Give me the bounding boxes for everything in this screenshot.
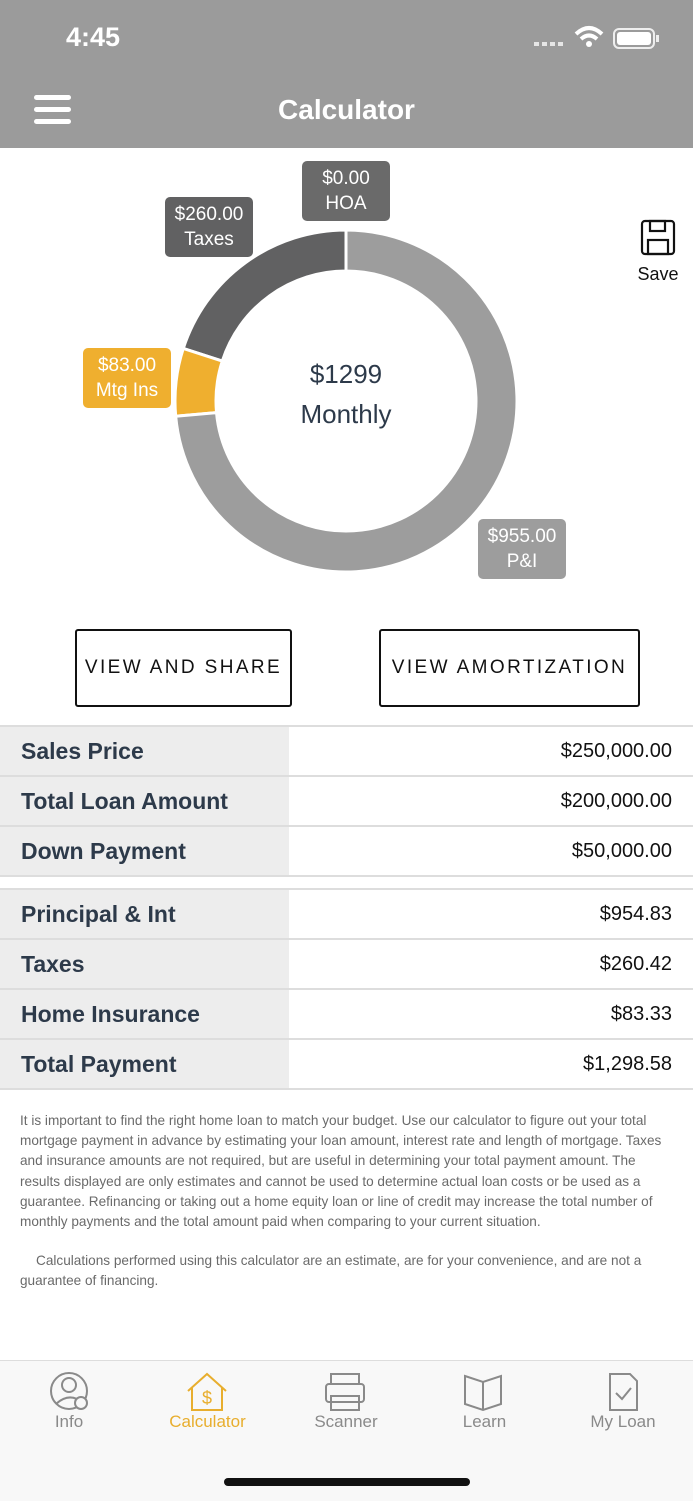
row-label: Total Loan Amount — [0, 777, 289, 825]
view-share-button[interactable]: VIEW AND SHARE — [75, 629, 292, 707]
table-row: Home Insurance $83.33 — [0, 990, 693, 1040]
tab-label[interactable]: My Loan — [590, 1412, 656, 1431]
label-box — [302, 161, 390, 221]
row-label: Sales Price — [0, 727, 289, 775]
row-value: $1,298.58 — [583, 1052, 672, 1075]
tab-label[interactable]: Info — [54, 1412, 84, 1431]
learn-icon[interactable] — [464, 1374, 502, 1412]
row-label: Total Payment — [0, 1040, 289, 1088]
tab-icons: $ — [50, 1372, 638, 1412]
status-icons — [34, 26, 659, 124]
disclaimer-text: It is important to find the right home l… — [20, 1113, 662, 1230]
category-label: P&I — [507, 551, 538, 572]
header-title: Calculator — [278, 94, 415, 125]
status-time: 4:45 — [66, 22, 121, 52]
row-value: $200,000.00 — [560, 789, 672, 812]
value-label: $0.00 — [322, 168, 370, 189]
save-icon[interactable] — [640, 219, 676, 256]
category-label: Mtg Ins — [96, 380, 158, 401]
calculator-icon[interactable]: $ — [187, 1372, 227, 1411]
category-label: HOA — [325, 193, 367, 214]
table-row: Total Loan Amount $200,000.00 — [0, 777, 693, 827]
row-value: $954.83 — [599, 902, 672, 925]
row-label: Down Payment — [0, 827, 289, 875]
myloan-icon[interactable] — [609, 1373, 638, 1411]
center-label: Monthly — [300, 399, 391, 429]
row-value: $83.33 — [610, 1002, 672, 1025]
scanner-icon[interactable] — [325, 1373, 365, 1411]
donut-segment — [174, 228, 519, 574]
row-value: $50,000.00 — [571, 839, 672, 862]
label-box — [478, 519, 566, 579]
donut-chart: $1299 Monthly $955.00 P&I $83.00 Mtg Ins $26… — [83, 161, 676, 579]
table-row: Total Payment $1,298.58 — [0, 1040, 693, 1090]
view-amortization-button[interactable]: VIEW AMORTIZATION — [379, 629, 640, 707]
row-value: $250,000.00 — [560, 739, 672, 762]
category-label: Taxes — [184, 229, 234, 250]
row-label: Home Insurance — [0, 990, 289, 1038]
payment-table: Principal & Int $954.83 Taxes $260.42 Home I… — [0, 888, 693, 1090]
label-box — [83, 348, 171, 408]
disclaimer: It is important to find the right home l… — [20, 1111, 675, 1311]
loan-table: Sales Price $250,000.00 Total Loan Amount $… — [0, 725, 693, 877]
table-row: Sales Price $250,000.00 — [0, 727, 693, 777]
table-row: Principal & Int $954.83 — [0, 890, 693, 940]
row-label: Principal & Int — [0, 890, 289, 938]
row-label: Taxes — [0, 940, 289, 988]
row-value: $260.42 — [599, 952, 672, 975]
value-label: $260.00 — [175, 204, 244, 225]
top-bar — [0, 0, 693, 148]
save-button[interactable]: Save — [637, 264, 679, 284]
info-icon[interactable] — [50, 1372, 88, 1410]
value-label: $83.00 — [98, 355, 156, 376]
disclaimer-text: Calculations performed using this calcul… — [20, 1253, 642, 1289]
value-label: $955.00 — [488, 526, 557, 547]
table-row: Taxes $260.42 — [0, 940, 693, 990]
home-indicator — [224, 1478, 470, 1486]
svg-text:$: $ — [202, 1388, 212, 1408]
table-row: Down Payment $50,000.00 — [0, 827, 693, 877]
tab-label[interactable]: Learn — [462, 1412, 507, 1431]
center-value: $1299 — [310, 359, 382, 389]
tab-label[interactable]: Scanner — [314, 1412, 378, 1431]
tab-label[interactable]: Calculator — [169, 1412, 246, 1431]
label-box — [165, 197, 253, 257]
donut-segment — [173, 346, 225, 418]
